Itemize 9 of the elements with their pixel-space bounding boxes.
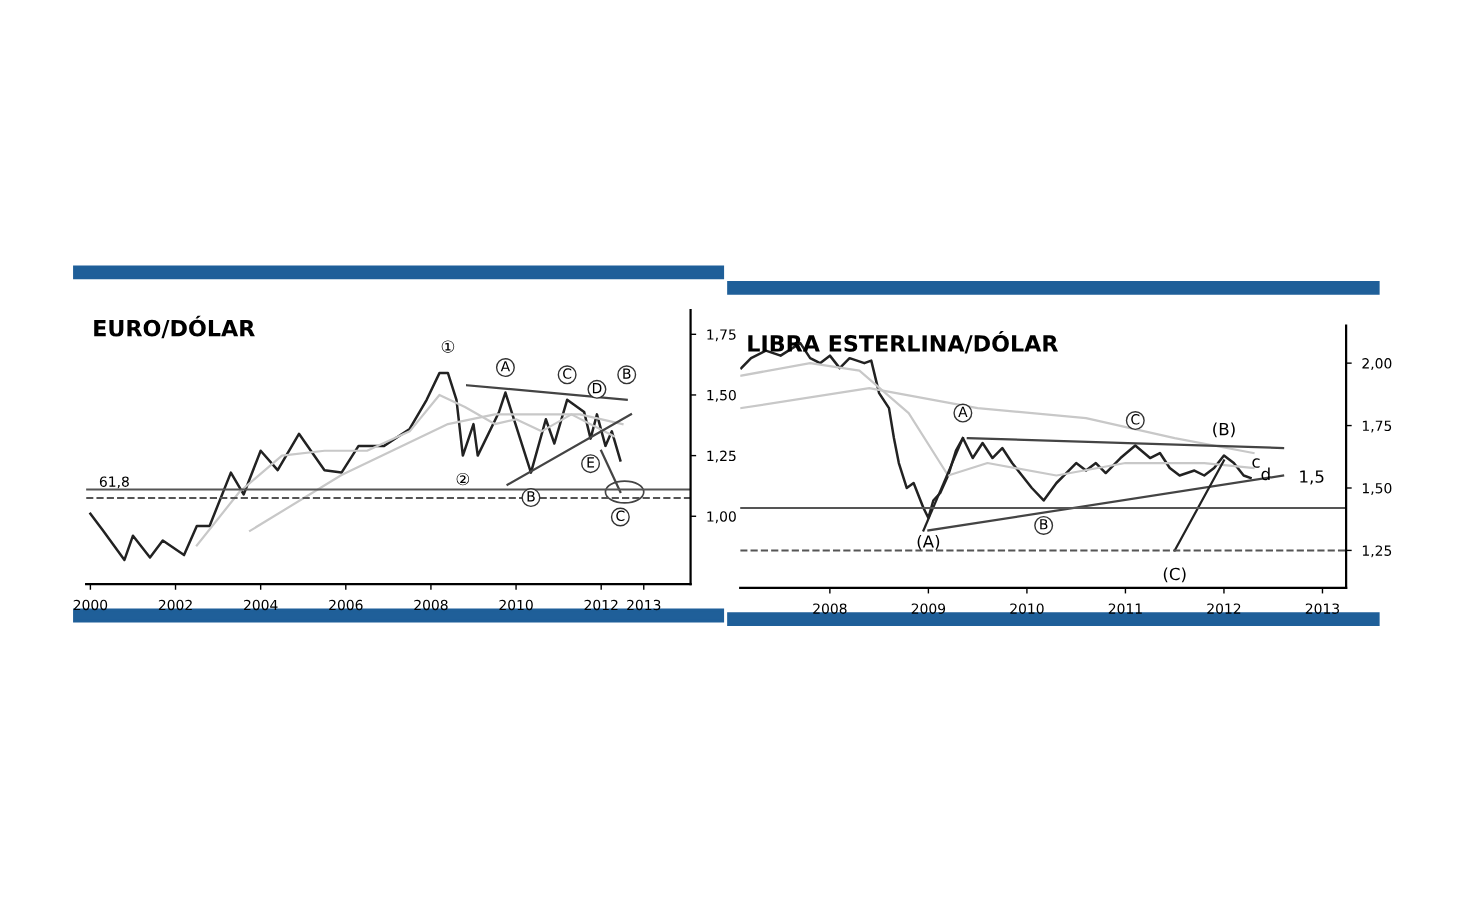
- annotation: ②: [456, 472, 470, 486]
- annotation: c: [1252, 458, 1260, 468]
- annotation: (C): [1163, 567, 1186, 583]
- annotation: (B): [1213, 422, 1235, 438]
- chart-title: LIBRA ESTERLINA/DÓLAR: [748, 330, 1059, 354]
- annotation: 1,5: [1300, 470, 1324, 485]
- chart-title: EURO/DÓLAR: [94, 315, 255, 339]
- annotation: (A): [917, 534, 940, 550]
- annotation: ①: [441, 340, 455, 353]
